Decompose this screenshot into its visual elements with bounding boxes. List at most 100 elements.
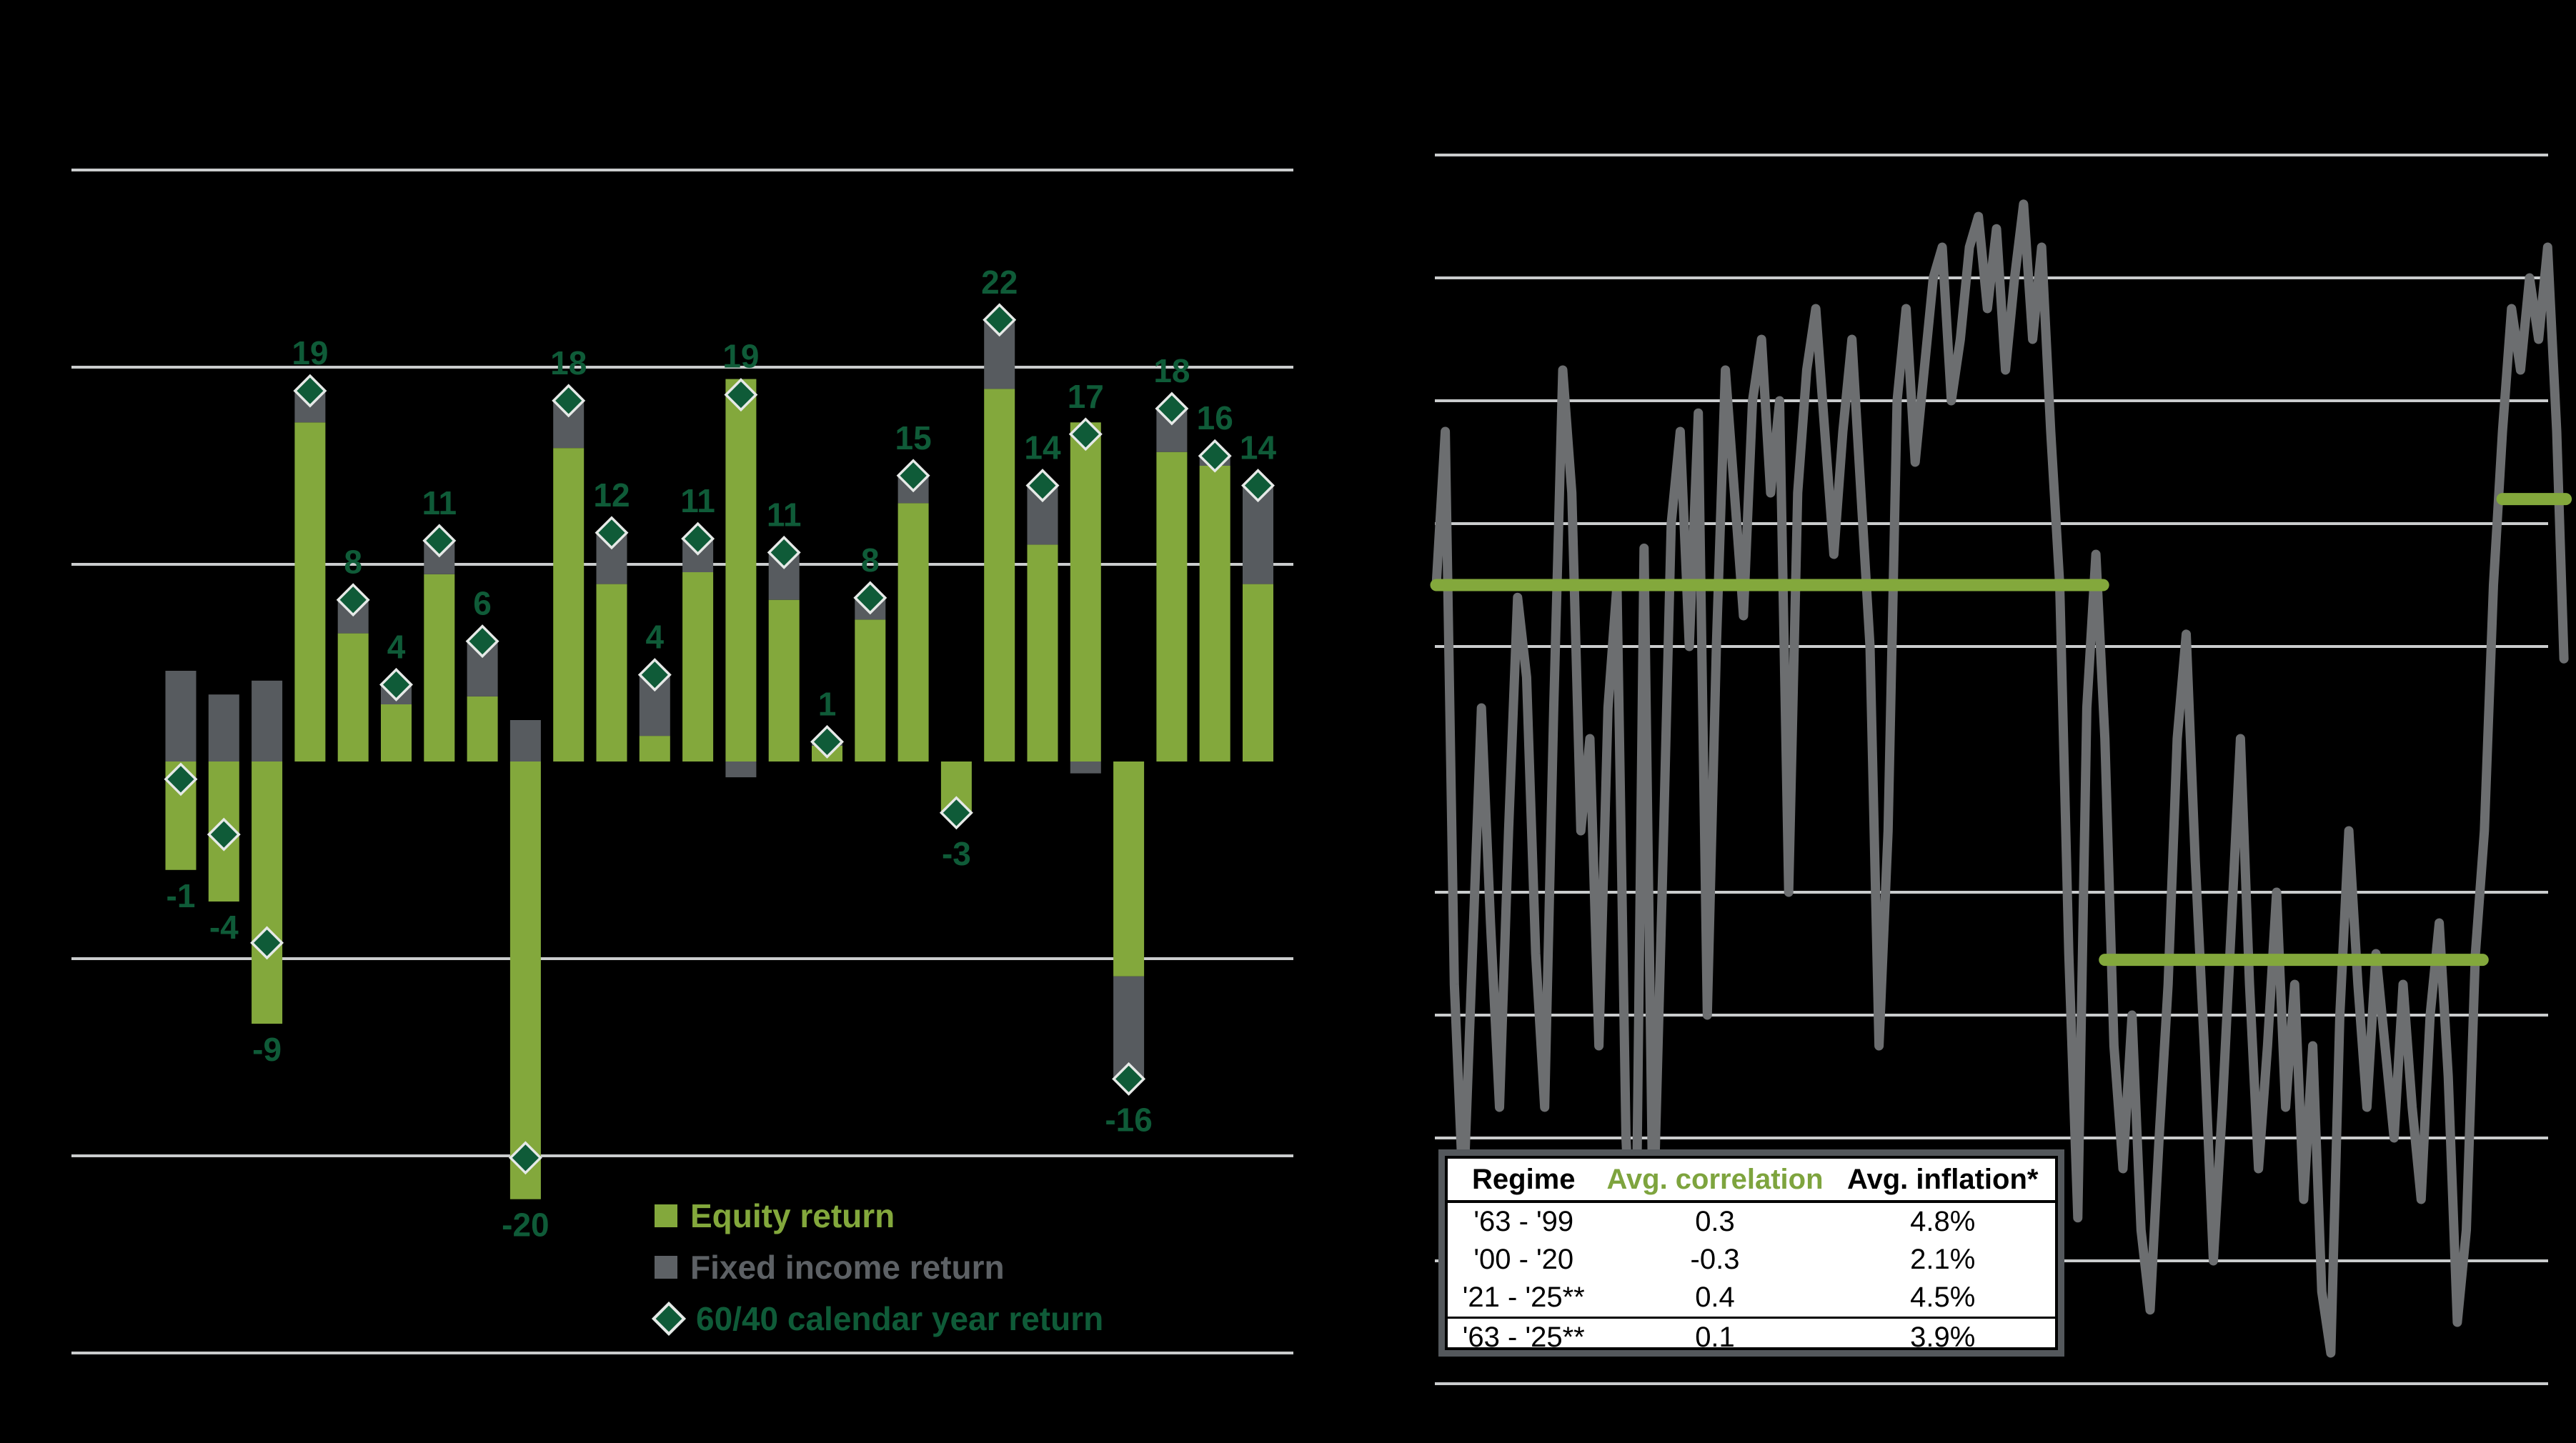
bar-value-label: 14 (1024, 429, 1061, 466)
sixty-forty-diamond (1112, 1062, 1146, 1096)
sixty-forty-contribution-bar-chart: -1-4-91984116-20181241119111815-3221417-… (71, 169, 1293, 1354)
equity-bar-segment (596, 584, 627, 762)
bar-value-label: 6 (473, 585, 492, 622)
equity-bar-segment (467, 696, 498, 762)
sixty-forty-diamond (983, 303, 1017, 337)
legend-label-sixty-forty: 60/40 calendar year return (696, 1300, 1104, 1337)
equity-bar-segment (725, 379, 757, 762)
bar-value-label: -4 (209, 909, 239, 946)
equity-bar-segment (1156, 451, 1188, 762)
sixty-forty-diamond (896, 459, 930, 493)
sixty-forty-diamond (164, 762, 198, 797)
legend-item-sixty-forty: 60/40 calendar year return (651, 1293, 1104, 1344)
sixty-forty-diamond (293, 374, 327, 408)
sixty-forty-diamond (681, 521, 715, 556)
correlation-line (1431, 199, 2569, 1358)
bar-value-label: 17 (1068, 378, 1104, 415)
bar-value-label: 11 (767, 496, 802, 533)
sixty-forty-diamond (336, 583, 370, 617)
sixty-forty-diamond (1068, 417, 1103, 451)
table-cell-regime: '63 - '99 (1473, 1206, 1574, 1237)
bar-value-label: 22 (981, 264, 1018, 301)
equity-bar-segment (984, 389, 1015, 762)
fixed-income-bar-segment (1070, 762, 1101, 774)
table-row: '21 - '25** 0.4 4.5% (1448, 1279, 2055, 1318)
bar-value-label: -3 (942, 835, 971, 872)
equity-bar-segment (553, 448, 585, 762)
table-header-avg-correlation: Avg. correlation (1599, 1159, 1831, 1203)
table-cell-regime: '21 - '25** (1462, 1282, 1585, 1313)
table-cell-inflation: 3.9% (1830, 1317, 2055, 1357)
bar-value-label: 4 (387, 628, 406, 665)
fixed-income-bar-segment (509, 720, 541, 762)
bar-value-label: 19 (722, 338, 759, 375)
bar-value-label: 16 (1197, 399, 1233, 436)
table-cell-correlation: 0.3 (1695, 1206, 1735, 1237)
sixty-forty-diamond (508, 1141, 542, 1175)
legend-item-fixed-income: Fixed income return (655, 1242, 1103, 1293)
bar-value-label: 18 (1153, 352, 1190, 389)
regime-table: Regime Avg. correlation Avg. inflation* … (1445, 1156, 2058, 1357)
sixty-forty-diamond (810, 724, 844, 759)
sixty-forty-diamond (1241, 469, 1275, 503)
fixed-income-bar-segment (725, 762, 757, 778)
bar-value-label: 11 (680, 482, 715, 519)
table-cell-inflation: 2.1% (1910, 1244, 1976, 1275)
table-cell-inflation: 4.8% (1910, 1206, 1976, 1237)
sixty-forty-diamond (595, 516, 629, 550)
sixty-forty-diamond (853, 581, 887, 615)
sixty-forty-diamond (250, 926, 284, 960)
table-row: '00 - '20 -0.3 2.1% (1448, 1241, 2055, 1279)
equity-bar-segment (1070, 422, 1101, 762)
bar-value-label: 18 (550, 344, 587, 381)
sixty-forty-diamond (379, 667, 413, 701)
sixty-forty-diamond (422, 524, 457, 558)
equity-bar-segment (1027, 544, 1058, 762)
bar-value-label: 12 (593, 476, 630, 514)
fixed-income-square-icon (655, 1256, 677, 1279)
equity-bar-segment (682, 572, 714, 762)
bar-value-label: 1 (818, 685, 837, 722)
bar-value-label: -1 (166, 877, 196, 914)
bar-value-label: 4 (646, 619, 665, 656)
table-header-avg-inflation: Avg. inflation* (1830, 1159, 2055, 1203)
equity-square-icon (655, 1204, 677, 1227)
sixty-forty-diamond (939, 796, 973, 830)
fixed-income-bar-segment (252, 680, 283, 762)
sixty-forty-diamond (767, 535, 801, 569)
fixed-income-bar-segment (165, 671, 197, 762)
equity-bar-segment (855, 619, 886, 762)
bar-value-label: 14 (1240, 429, 1277, 466)
fixed-income-bar-segment (1113, 976, 1145, 1079)
bar-value-label: 15 (895, 419, 932, 456)
bar-value-label: -20 (502, 1207, 549, 1244)
sixty-forty-diamond (637, 658, 672, 692)
sixty-forty-diamond (1025, 469, 1060, 503)
table-cell-inflation: 4.5% (1910, 1282, 1976, 1313)
equity-bar-segment (294, 422, 326, 762)
equity-bar-segment (897, 503, 929, 762)
equity-bar-segment (509, 762, 541, 1199)
sixty-forty-diamond (724, 378, 758, 412)
bar-value-label: 19 (292, 334, 328, 371)
bar-value-label: 11 (422, 484, 457, 521)
sixty-forty-diamond (207, 817, 241, 852)
sixty-forty-diamond (1155, 391, 1189, 426)
equity-bar-segment (1243, 584, 1273, 762)
bar-value-label: 8 (861, 541, 880, 579)
sixty-forty-diamond (1198, 439, 1232, 473)
fixed-income-bar-segment (208, 694, 239, 762)
equity-bar-segment (381, 704, 412, 762)
legend-item-equity: Equity return (655, 1190, 1103, 1242)
sixty-forty-diamond (465, 624, 499, 659)
equity-bar-segment (1113, 762, 1145, 977)
table-header-row: Regime Avg. correlation Avg. inflation* (1448, 1159, 2055, 1203)
table-cell-regime: '63 - '25** (1448, 1317, 1600, 1357)
regime-table-grid: Regime Avg. correlation Avg. inflation* … (1448, 1159, 2055, 1357)
bar-chart-legend: Equity return Fixed income return 60/40 … (651, 1190, 1104, 1344)
bar-value-label: -9 (252, 1031, 282, 1068)
legend-label-equity: Equity return (690, 1197, 895, 1234)
table-total-row: '63 - '25** 0.1 3.9% (1448, 1317, 2055, 1357)
